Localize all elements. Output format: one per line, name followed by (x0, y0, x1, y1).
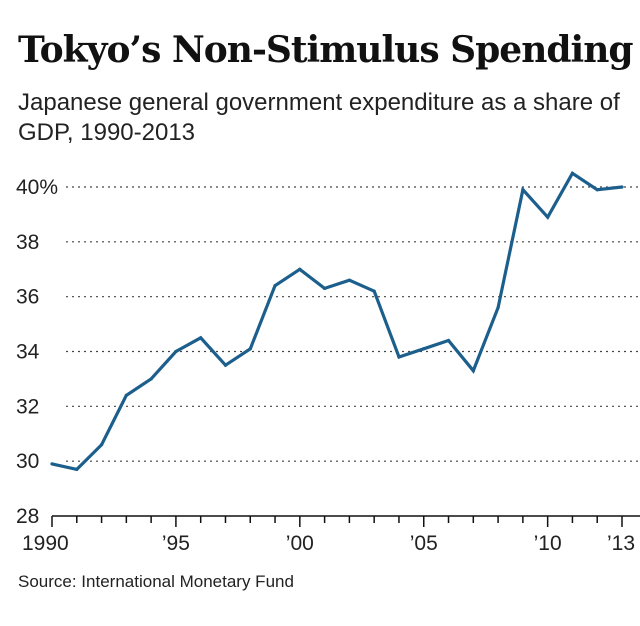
data-point-1993 (124, 393, 128, 397)
data-point-2004 (397, 355, 401, 359)
data-point-1997 (223, 363, 228, 367)
chart-title: Tokyo’s Non-Stimulus Spending (18, 29, 634, 71)
chart-subtitle: Japanese general government expenditure … (18, 89, 620, 146)
data-point-2001 (323, 286, 327, 291)
data-point-2007 (471, 369, 475, 373)
data-point-2002 (347, 278, 351, 282)
x-tick-label-1990: 1990 (22, 532, 69, 555)
data-point-1994 (149, 377, 153, 381)
data-point-2003 (372, 289, 376, 293)
data-point-2009 (521, 188, 525, 192)
series (50, 171, 624, 472)
x-tick-labels: 1990 ’95 ’00 ’05 ’10 ’13 (22, 532, 635, 555)
y-tick-label-28: 28 (16, 505, 39, 528)
data-point-2005 (422, 347, 426, 351)
x-tick-label-2000: ’00 (286, 532, 314, 555)
source-note: Source: International Monetary Fund (18, 572, 294, 591)
data-point-1996 (199, 336, 203, 340)
y-tick-labels: 28 30 32 34 36 38 40% (16, 176, 58, 528)
y-tick-label-32: 32 (16, 395, 39, 418)
x-tick-label-2010: ’10 (534, 532, 562, 555)
data-point-2012 (595, 188, 599, 192)
series-line-0 (51, 171, 623, 472)
y-tick-label-38: 38 (16, 231, 39, 254)
x-tick-label-2005: ’05 (410, 532, 438, 555)
gridlines (66, 186, 640, 462)
y-tick-label-36: 36 (16, 286, 39, 309)
y-tick-label-34: 34 (16, 341, 40, 364)
data-point-2010 (546, 215, 550, 219)
data-point-2006 (446, 338, 451, 343)
x-tick-label-2013: ’13 (607, 532, 635, 555)
data-point-2000 (298, 267, 302, 271)
data-point-2011 (570, 171, 575, 175)
x-tick-label-1995: ’95 (162, 532, 190, 555)
data-point-1992 (99, 443, 104, 447)
data-point-2008 (496, 306, 500, 310)
data-point-1991 (75, 467, 79, 471)
data-point-1998 (248, 347, 252, 351)
data-point-1990 (50, 462, 54, 466)
data-point-2013 (620, 185, 624, 189)
data-point-1999 (273, 284, 277, 288)
data-point-1995 (174, 349, 178, 354)
x-axis (51, 515, 640, 527)
y-tick-label-40: 40% (16, 176, 58, 199)
y-tick-label-30: 30 (16, 450, 39, 473)
